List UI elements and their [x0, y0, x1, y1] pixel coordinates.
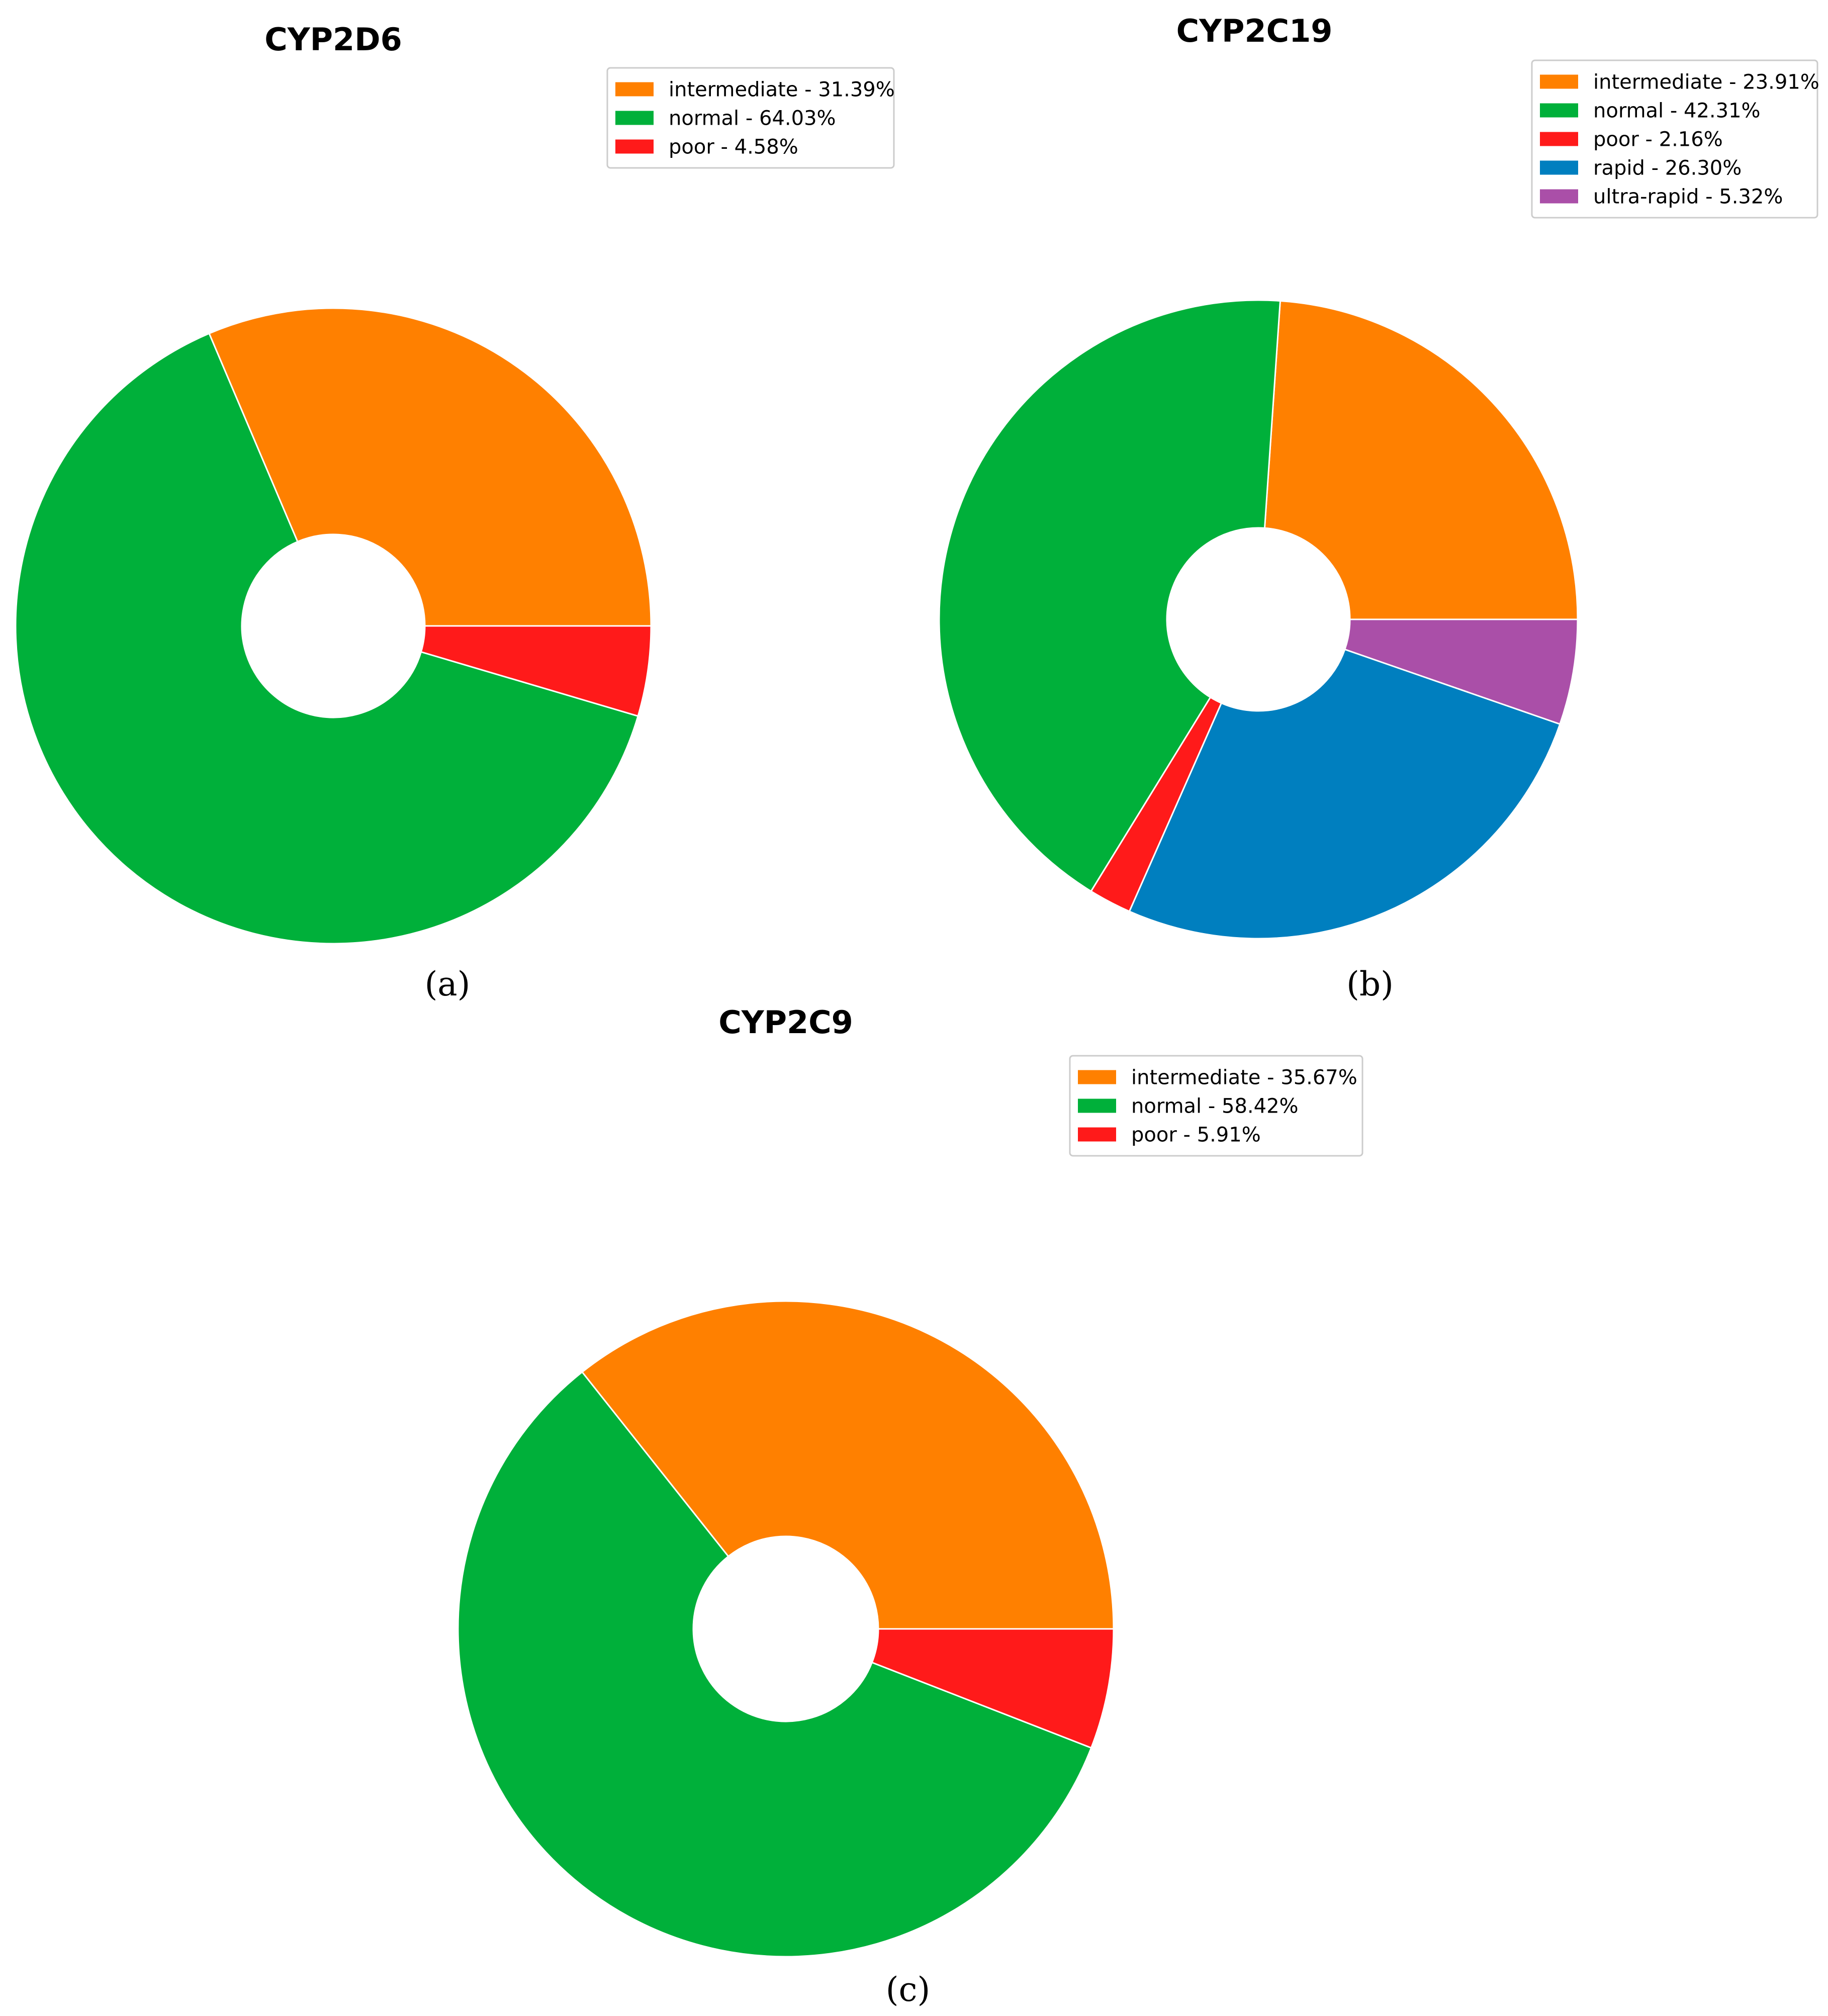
pie-slice-poor — [420, 625, 652, 717]
chart-1: CYP2C19 intermediate - 23.91% normal - 42.… — [938, 13, 1819, 1003]
legend-label-normal: normal - 42.31% — [1593, 100, 1761, 123]
pie-slice-intermediate — [1263, 300, 1579, 620]
legend-label-poor: poor - 4.58% — [669, 136, 798, 159]
legend-swatch-intermediate — [1078, 1070, 1116, 1084]
pie-slice-poor — [871, 1628, 1115, 1749]
pie-slice-normal — [15, 332, 639, 945]
legend: intermediate - 31.39% normal - 64.03% poor… — [606, 67, 895, 169]
legend-swatch-normal — [615, 111, 654, 125]
legend-label-normal: normal - 58.42% — [1131, 1095, 1299, 1118]
legend-frame — [1069, 1055, 1363, 1157]
pie-slice-intermediate — [208, 307, 652, 627]
legend-frame — [606, 67, 895, 169]
legend-label-intermediate: intermediate - 23.91% — [1593, 71, 1819, 94]
legend-label-intermediate: intermediate - 31.39% — [669, 78, 895, 102]
legend-swatch-intermediate — [1540, 74, 1578, 89]
chart-title: CYP2C9 — [718, 1004, 853, 1041]
legend-swatch-poor — [1078, 1127, 1116, 1142]
legend-swatch-ultra-rapid — [1540, 189, 1578, 204]
legend-swatch-rapid — [1540, 160, 1578, 175]
legend: intermediate - 23.91% normal - 42.31% poor… — [1531, 59, 1819, 219]
chart-title: CYP2D6 — [264, 21, 402, 58]
pie-slice-normal — [938, 299, 1282, 892]
legend-swatch-intermediate — [615, 82, 654, 97]
legend-label-rapid: rapid - 26.30% — [1593, 157, 1742, 180]
chart-0: CYP2D6 intermediate - 31.39% normal - 64.0… — [15, 21, 895, 1003]
legend-label-ultra-rapid: ultra-rapid - 5.32% — [1593, 186, 1783, 209]
pie-slice-ultra-rapid — [1344, 618, 1579, 725]
panel-label: (a) — [425, 965, 471, 1003]
panel-label: (c) — [886, 1970, 930, 2009]
legend-frame — [1531, 59, 1818, 219]
legend-label-poor: poor - 2.16% — [1593, 128, 1723, 151]
legend-swatch-normal — [1540, 103, 1578, 118]
legend-label-normal: normal - 64.03% — [669, 107, 836, 130]
chart-title: CYP2C19 — [1176, 13, 1333, 49]
pie-slice-normal — [457, 1371, 1092, 1958]
legend-swatch-poor — [615, 139, 654, 154]
legend: intermediate - 35.67% normal - 58.42% poor… — [1069, 1055, 1363, 1157]
legend-label-poor: poor - 5.91% — [1131, 1124, 1261, 1147]
pie-slice-rapid — [1128, 648, 1561, 940]
legend-swatch-normal — [1078, 1098, 1116, 1113]
pie-slice-intermediate — [581, 1300, 1115, 1630]
chart-2: CYP2C9 intermediate - 35.67% normal - 58.4… — [457, 1004, 1363, 2009]
legend-swatch-poor — [1540, 132, 1578, 146]
panel-label: (b) — [1346, 965, 1394, 1003]
legend-label-intermediate: intermediate - 35.67% — [1131, 1066, 1357, 1089]
